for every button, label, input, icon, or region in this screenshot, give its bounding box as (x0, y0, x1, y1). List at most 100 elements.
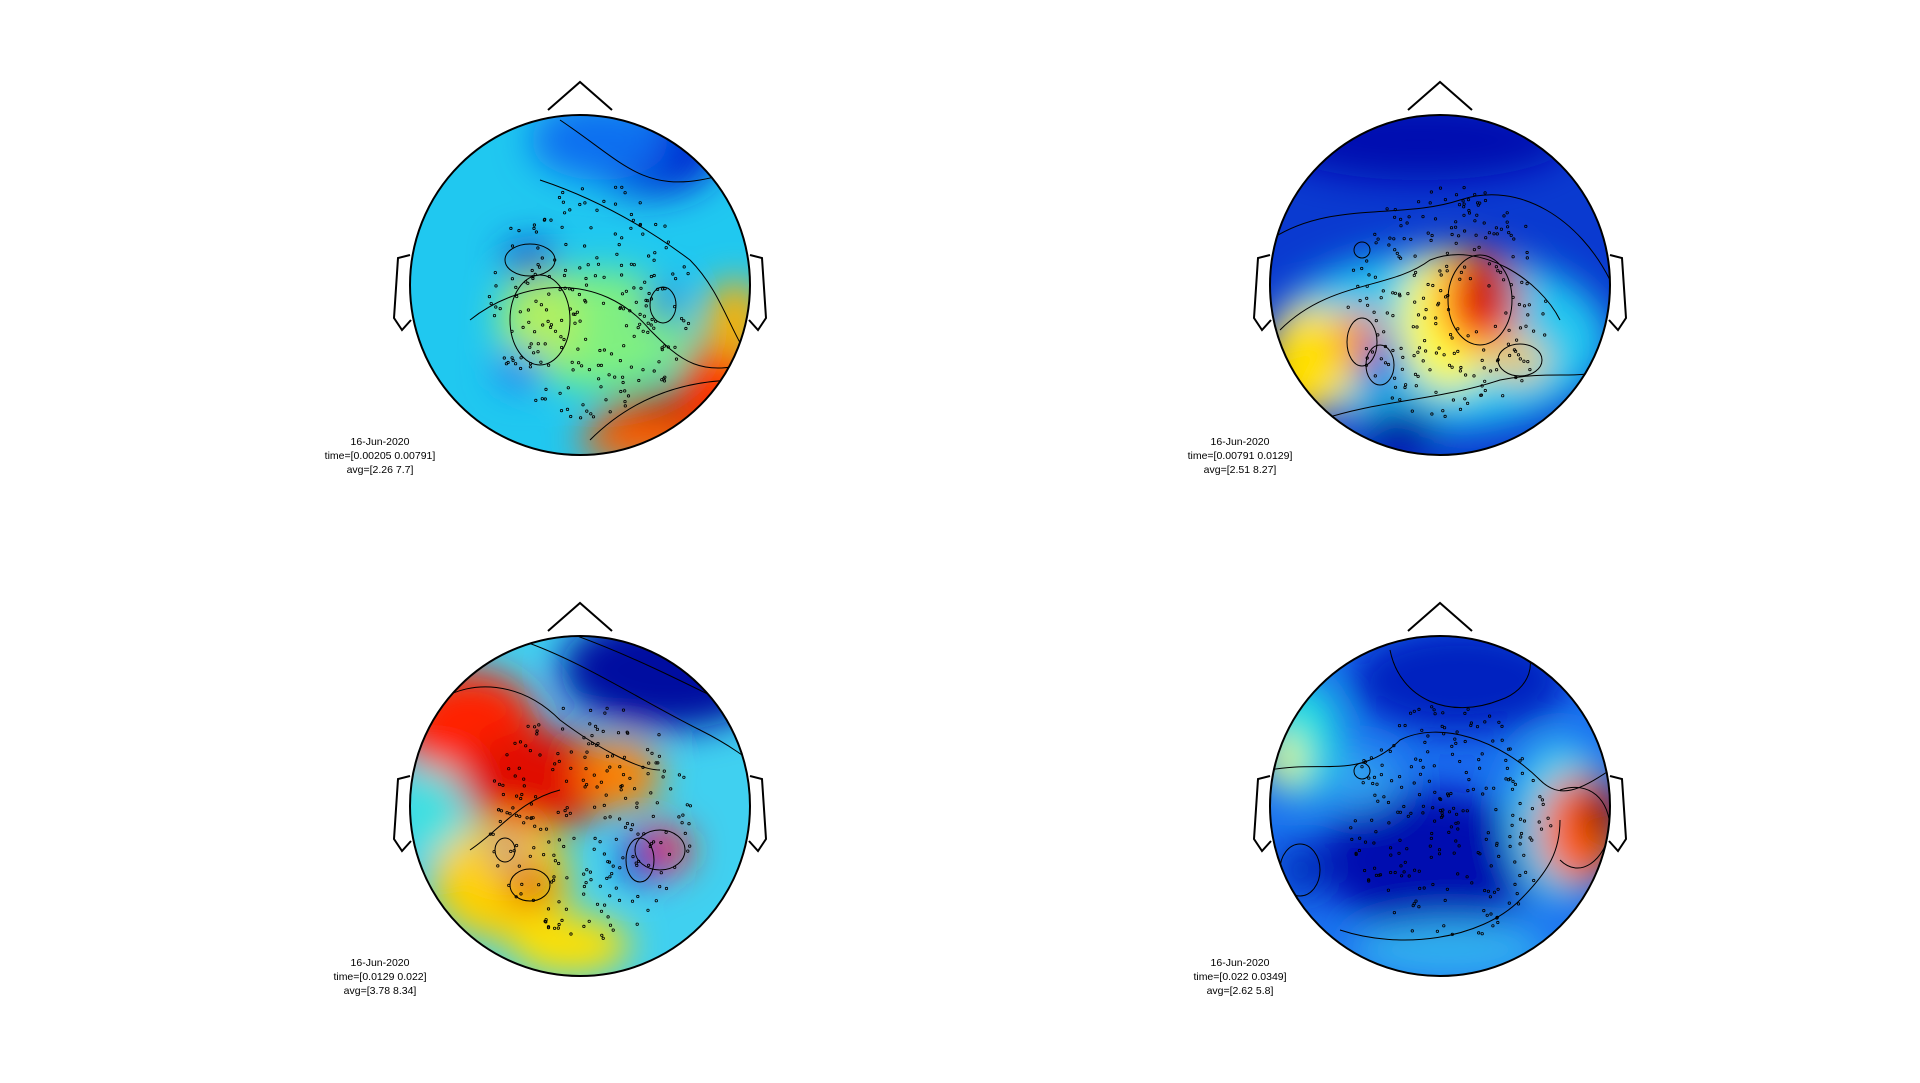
sensor-marker (1431, 283, 1435, 288)
sensor-marker (589, 412, 593, 416)
sensor-marker (1392, 910, 1397, 915)
sensor-marker (595, 208, 599, 212)
sensor-marker (1379, 296, 1383, 300)
sensor-marker (1499, 227, 1504, 231)
sensor-marker (1374, 830, 1378, 834)
sensor-marker (1452, 351, 1456, 355)
sensor-marker (494, 305, 498, 309)
sensor-marker (1486, 831, 1490, 835)
sensor-marker (659, 840, 663, 845)
sensor-marker (556, 810, 560, 815)
sensor-marker (1393, 870, 1397, 875)
sensor-marker (565, 407, 570, 411)
sensor-marker (560, 918, 564, 923)
sensor-marker (1439, 273, 1443, 277)
sensor-marker (582, 736, 586, 740)
sensor-marker (510, 329, 514, 333)
sensor-marker (1504, 777, 1508, 781)
sensor-marker (686, 271, 690, 276)
sensor-marker (511, 806, 515, 810)
sensor-marker (592, 805, 597, 809)
topoplot-3-time: time=[0.0129 0.022] (333, 971, 426, 983)
sensor-marker (685, 803, 689, 807)
sensor-marker (1546, 816, 1550, 820)
sensor-marker (1495, 841, 1499, 845)
sensor-marker (1405, 847, 1409, 851)
sensor-marker (629, 212, 634, 217)
sensor-marker (1360, 266, 1364, 271)
sensor-marker (1437, 346, 1441, 350)
sensor-marker (1496, 887, 1500, 891)
sensor-marker (1479, 393, 1484, 397)
sensor-marker (1494, 807, 1498, 812)
sensor-marker (1438, 269, 1442, 273)
sensor-marker (1373, 866, 1377, 870)
sensor-marker (515, 294, 519, 299)
sensor-marker (587, 742, 591, 746)
sensor-marker (1402, 237, 1406, 241)
sensor-marker (556, 926, 560, 930)
sensor-marker (660, 287, 665, 291)
sensor-marker (546, 907, 551, 911)
sensor-marker (581, 778, 585, 782)
sensor-marker (591, 415, 596, 419)
sensor-marker (1428, 368, 1432, 372)
sensor-marker (577, 292, 582, 297)
sensor-marker (571, 368, 575, 372)
sensor-marker (1452, 851, 1456, 855)
sensor-marker (1401, 355, 1405, 359)
sensor-marker (1502, 214, 1506, 218)
sensor-marker (608, 765, 612, 769)
sensor-marker (565, 876, 569, 880)
sensor-marker (1365, 296, 1369, 300)
sensor-marker (536, 350, 540, 354)
sensor-marker (1373, 232, 1377, 236)
sensor-marker (1461, 199, 1465, 203)
sensor-marker (585, 409, 589, 413)
sensor-marker (1519, 835, 1523, 839)
sensor-marker (1520, 280, 1524, 284)
sensor-marker (564, 779, 569, 783)
sensor-marker (601, 301, 606, 305)
sensor-marker (540, 397, 544, 401)
sensor-marker (525, 816, 529, 820)
sensor-marker (568, 307, 572, 311)
sensor-marker (1506, 747, 1511, 751)
sensor-marker (518, 366, 523, 371)
sensor-marker (1398, 294, 1402, 298)
sensor-marker (562, 844, 566, 849)
sensor-marker (608, 410, 612, 414)
sensor-marker (1480, 358, 1484, 362)
sensor-marker (622, 344, 626, 348)
sensor-marker (1416, 350, 1420, 354)
sensor-marker (1514, 349, 1518, 353)
sensor-marker (1427, 779, 1432, 783)
sensor-marker (662, 377, 666, 381)
sensor-marker (1426, 750, 1430, 754)
sensor-marker (1397, 723, 1402, 728)
sensor-marker (581, 403, 585, 407)
sensor-marker (639, 286, 643, 290)
sensor-marker (673, 276, 678, 281)
sensor-marker (1362, 758, 1366, 763)
sensor-marker (621, 307, 626, 311)
sensor-marker (513, 774, 517, 778)
sensor-marker (679, 316, 684, 321)
sensor-marker (632, 263, 636, 267)
sensor-marker (592, 773, 596, 777)
sensor-marker (669, 787, 673, 791)
sensor-marker (557, 900, 561, 904)
sensor-marker (1487, 262, 1492, 266)
sensor-marker (1520, 379, 1524, 383)
sensor-marker (1391, 313, 1395, 318)
sensor-marker (1462, 186, 1466, 190)
sensor-marker (568, 811, 572, 815)
sensor-marker (1496, 269, 1500, 273)
sensor-marker (584, 766, 588, 771)
sensor-marker (1453, 737, 1457, 741)
sensor-marker (651, 840, 656, 844)
sensor-marker (517, 229, 521, 233)
sensor-marker (1417, 869, 1421, 873)
sensor-marker (532, 725, 537, 729)
sensor-marker (552, 875, 556, 879)
